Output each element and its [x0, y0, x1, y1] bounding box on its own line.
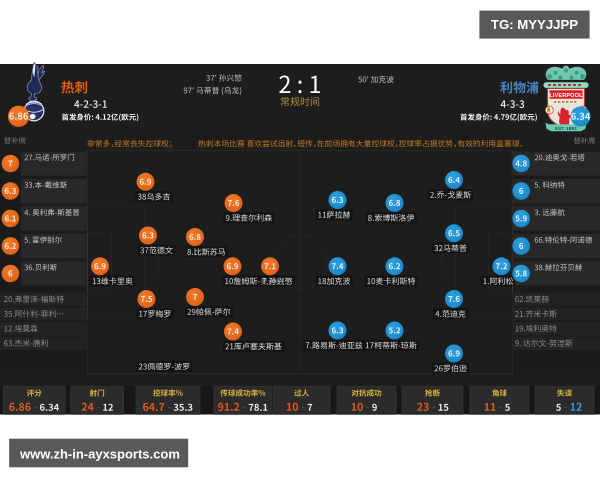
svg-text:EST 1892: EST 1892 — [555, 126, 577, 131]
svg-text:TG: MYYJJPP: TG: MYYJJPP — [491, 17, 578, 32]
svg-text:www.zh-in-ayxsports.com: www.zh-in-ayxsports.com — [19, 447, 180, 462]
svg-text:LIVERPOOL: LIVERPOOL — [549, 93, 583, 99]
